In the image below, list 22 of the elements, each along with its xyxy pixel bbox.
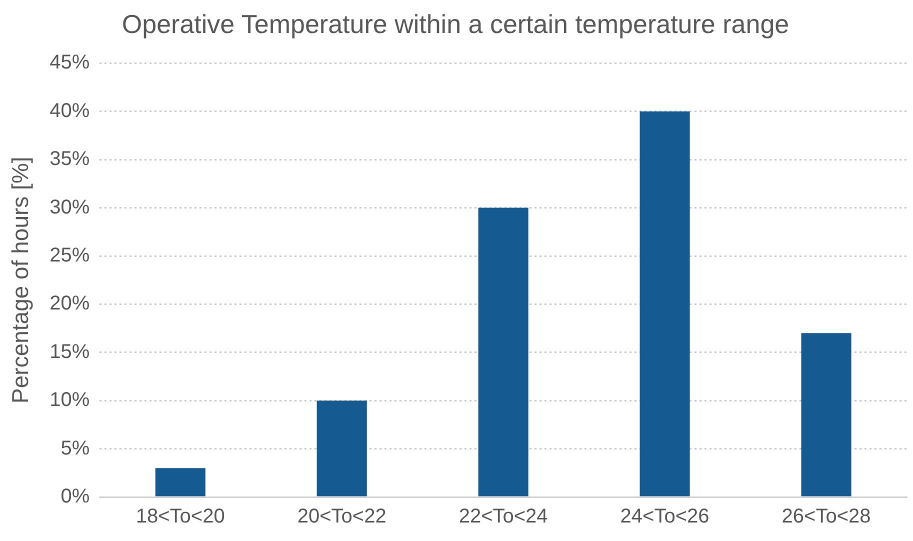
x-tick-label: 24<To<26 (620, 506, 710, 528)
y-tick-label: 10% (50, 389, 90, 412)
y-tick-label: 15% (50, 340, 90, 363)
y-axis-title: Percentage of hours [%] (7, 156, 34, 404)
bar (801, 333, 852, 496)
chart-title: Operative Temperature within a certain temperature range (122, 8, 790, 39)
x-tick-label: 26<To<28 (782, 506, 871, 528)
x-tick-label: 20<To<22 (297, 506, 386, 528)
y-tick-label: 20% (50, 292, 90, 315)
bar (316, 400, 367, 496)
bar (640, 111, 690, 496)
y-tick-label: 25% (50, 244, 90, 267)
y-tick-label: 5% (60, 437, 90, 460)
x-tick-label: 22<To<24 (458, 506, 548, 528)
y-tick-label: 40% (50, 100, 90, 122)
y-tick-label: 35% (50, 148, 90, 170)
y-tick-label: 0% (60, 486, 90, 508)
y-tick-label: 45% (50, 52, 90, 74)
bar (155, 468, 206, 496)
bar (478, 208, 528, 496)
x-tick-label: 18<To<20 (136, 506, 225, 528)
y-tick-label: 30% (50, 196, 90, 218)
